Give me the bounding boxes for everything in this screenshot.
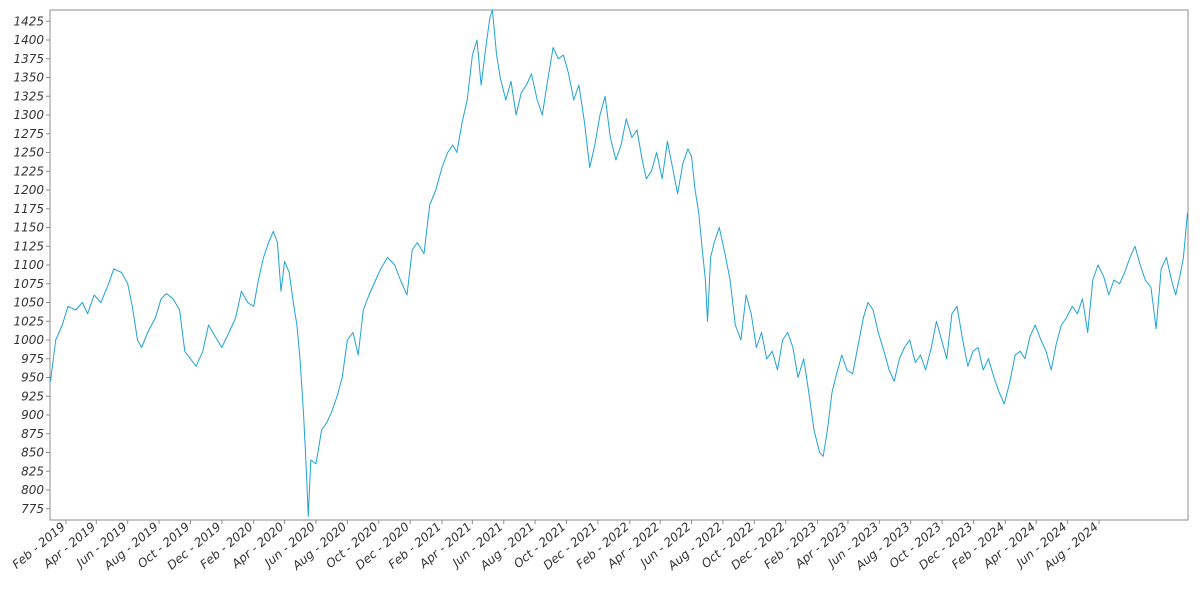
y-tick-label: 1025 [13,314,44,328]
y-tick-label: 875 [21,427,44,441]
y-tick-label: 1075 [13,277,44,291]
y-tick-label: 1400 [13,33,44,47]
y-tick-label: 975 [21,352,44,366]
y-tick-label: 900 [21,408,44,422]
y-tick-label: 1050 [13,296,44,310]
y-tick-label: 800 [21,483,44,497]
y-tick-label: 1325 [13,89,44,103]
y-tick-label: 1275 [13,127,44,141]
plot-frame [49,9,1189,521]
y-tick-label: 1375 [13,52,44,66]
y-tick-label: 1100 [13,258,44,272]
y-tick-label: 1150 [13,221,44,235]
series-layer [50,9,1188,517]
y-axis: 775 800 825 850 875 900 925 950 975 1000 1025 1050 1… [13,14,50,516]
y-tick-label: 1250 [13,146,44,160]
y-tick-label: 925 [21,389,44,403]
y-tick-label: 1125 [13,239,44,253]
y-tick-label: 775 [21,502,44,516]
series-line [50,9,1188,517]
y-tick-label: 1000 [13,333,44,347]
y-tick-label: 825 [21,464,44,478]
y-tick-label: 1225 [13,164,44,178]
y-tick-label: 1175 [13,202,44,216]
y-tick-label: 1300 [13,108,44,122]
y-tick-label: 950 [21,371,44,385]
y-tick-label: 1200 [13,183,44,197]
y-tick-label: 850 [21,446,44,460]
y-tick-label: 1425 [13,14,44,28]
y-tick-label: 1350 [13,71,44,85]
